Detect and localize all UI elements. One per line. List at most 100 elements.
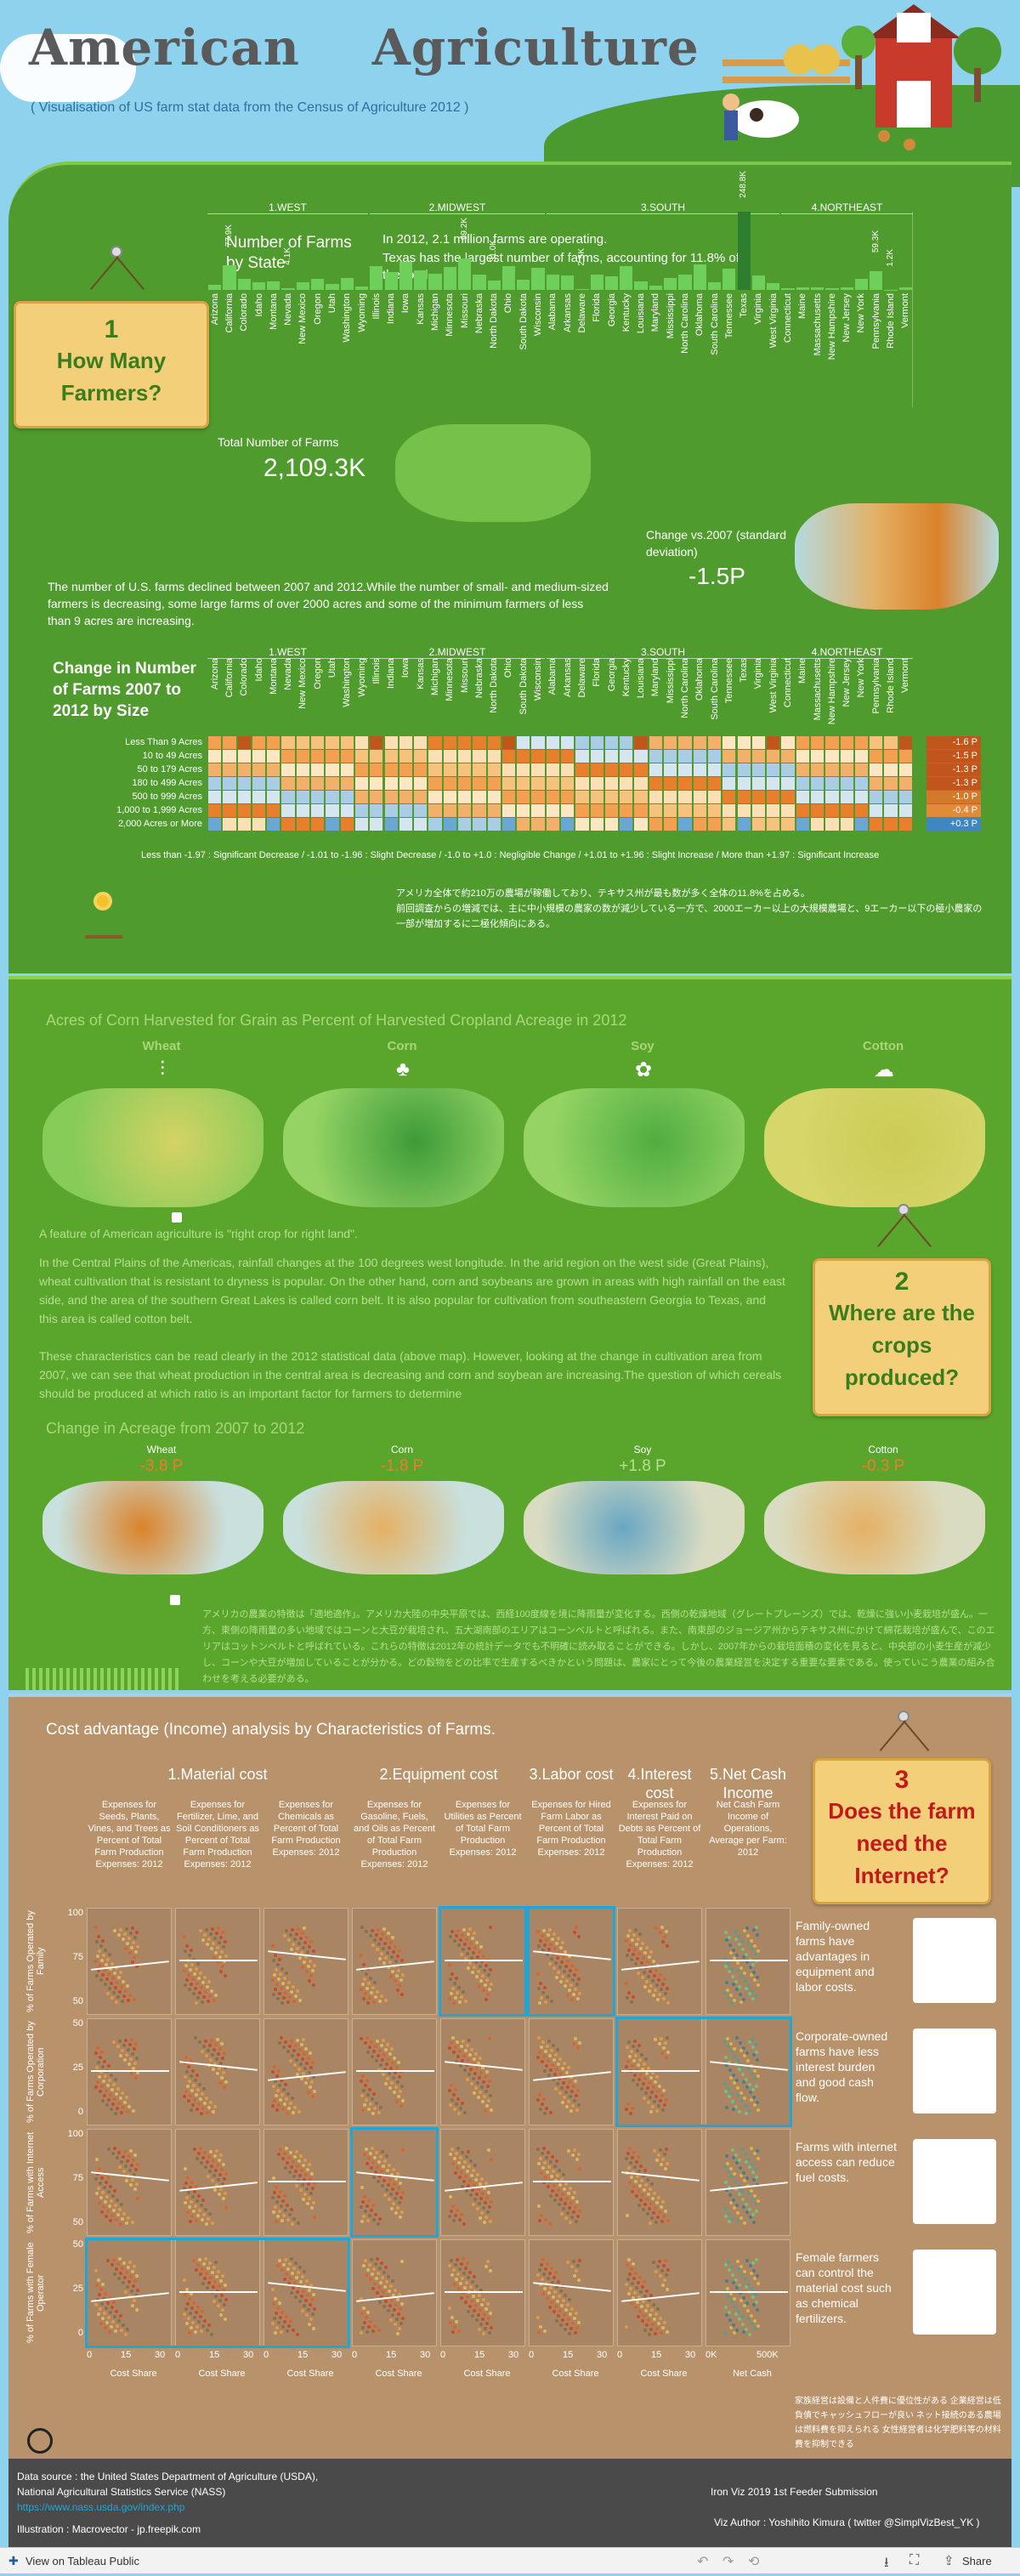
heatmap-cell bbox=[531, 750, 544, 763]
heatmap-cell bbox=[664, 818, 677, 831]
heatmap-cell bbox=[473, 777, 485, 790]
heatmap-cell bbox=[811, 791, 824, 803]
heatmap-cell bbox=[488, 804, 501, 817]
heatmap-cell bbox=[341, 804, 354, 817]
size-row-value: +0.3 P bbox=[926, 818, 981, 831]
heatmap-cell bbox=[738, 736, 751, 749]
heatmap-cell bbox=[326, 804, 338, 817]
state-label: West Virginia bbox=[768, 293, 779, 348]
heatmap-cell bbox=[252, 818, 265, 831]
heatmap-cell bbox=[694, 750, 706, 763]
heatmap-cell bbox=[414, 791, 427, 803]
heatmap-state-label: Maine bbox=[797, 658, 808, 684]
event-label: Iron Viz 2019 1st Feeder Submission bbox=[711, 2486, 878, 2498]
heatmap-cell bbox=[591, 763, 604, 776]
heatmap-cell bbox=[855, 777, 868, 790]
satellite-dish-icon bbox=[913, 2139, 996, 2224]
bar-nevada bbox=[281, 288, 294, 290]
heatmap-cell bbox=[634, 777, 647, 790]
heatmap-cell bbox=[208, 818, 221, 831]
download-icon[interactable]: ⭳ bbox=[884, 2553, 889, 2576]
change-map bbox=[42, 1481, 264, 1575]
state-label: Oregon bbox=[313, 293, 323, 325]
heatmap-cell bbox=[752, 818, 765, 831]
heatmap-cell bbox=[311, 750, 324, 763]
state-label: Rhode Island bbox=[886, 293, 896, 349]
heatmap-cell bbox=[620, 818, 632, 831]
heatmap-cell bbox=[208, 750, 221, 763]
heatmap-cell bbox=[870, 736, 882, 749]
crop-label: Cotton bbox=[841, 1039, 926, 1053]
bar-oregon bbox=[311, 279, 324, 290]
heatmap-cell bbox=[238, 736, 251, 749]
state-label: Pennsylvania bbox=[871, 293, 881, 349]
heatmap-cell bbox=[767, 750, 779, 763]
corporate-farm-icon bbox=[913, 2028, 996, 2114]
heatmap-state-label: Kansas bbox=[416, 658, 426, 689]
redo-icon[interactable]: ↷ bbox=[722, 2553, 734, 2570]
heatmap-cell bbox=[678, 750, 691, 763]
heatmap-cell bbox=[547, 818, 559, 831]
heatmap-cell bbox=[796, 736, 809, 749]
size-row-value: -1.3 P bbox=[926, 763, 981, 776]
state-label: Louisiana bbox=[636, 293, 646, 333]
heatmap-cell bbox=[575, 736, 588, 749]
bar-wisconsin bbox=[531, 268, 544, 290]
heatmap-cell bbox=[841, 763, 853, 776]
heatmap-cell bbox=[281, 818, 294, 831]
heatmap-cell bbox=[634, 763, 647, 776]
change-map bbox=[524, 1481, 745, 1575]
heatmap-state-label: Mississippi bbox=[666, 658, 676, 703]
state-label: Missouri bbox=[460, 293, 470, 328]
heatmap-cell bbox=[575, 818, 588, 831]
heatmap-cell bbox=[517, 750, 530, 763]
heatmap-cell bbox=[473, 791, 485, 803]
bar-nebraska bbox=[473, 275, 485, 290]
heatmap-state-label: Georgia bbox=[607, 658, 617, 691]
bar-washington bbox=[341, 278, 354, 290]
heatmap-cell bbox=[370, 804, 382, 817]
heatmap-cell bbox=[473, 818, 485, 831]
view-on-tableau-link[interactable]: View on Tableau Public bbox=[26, 2555, 139, 2567]
undo-icon[interactable]: ↶ bbox=[697, 2553, 708, 2570]
heatmap-state-label: Wisconsin bbox=[533, 658, 543, 701]
source-link[interactable]: https://www.nass.usda.gov/index.php bbox=[17, 2501, 184, 2513]
heatmap-cell bbox=[855, 750, 868, 763]
state-label: New Mexico bbox=[298, 293, 308, 344]
total-farms-value: 2,109.3K bbox=[264, 454, 366, 483]
heatmap-cell bbox=[297, 791, 309, 803]
revert-icon[interactable]: ⟲ bbox=[748, 2553, 759, 2570]
heatmap-cell bbox=[722, 736, 735, 749]
bar-illinois bbox=[370, 266, 382, 290]
heatmap-cell bbox=[238, 804, 251, 817]
heatmap-cell bbox=[385, 777, 398, 790]
heatmap-cell bbox=[649, 736, 662, 749]
sign-where-crops: 2 Where are the crops produced? bbox=[813, 1258, 991, 1416]
bar-pennsylvania bbox=[870, 271, 882, 290]
heatmap-cell bbox=[591, 818, 604, 831]
heatmap-cell bbox=[722, 804, 735, 817]
bar-kansas bbox=[414, 270, 427, 290]
heatmap-cell bbox=[326, 763, 338, 776]
heatmap-cell bbox=[561, 777, 574, 790]
heatmap-state-label: Arizona bbox=[210, 658, 220, 689]
share-button[interactable]: Share bbox=[962, 2555, 992, 2567]
state-label: Nebraska bbox=[474, 293, 484, 333]
fullscreen-icon[interactable]: ⛶ bbox=[910, 2553, 919, 2568]
heatmap-cell bbox=[238, 763, 251, 776]
heatmap-cell bbox=[781, 763, 794, 776]
heatmap-cell bbox=[767, 818, 779, 831]
heatmap-cell bbox=[326, 777, 338, 790]
heatmap-cell bbox=[649, 763, 662, 776]
heatmap-cell bbox=[781, 818, 794, 831]
size-row-value: -0.4 P bbox=[926, 804, 981, 817]
share-icon[interactable]: ⇪ bbox=[944, 2553, 955, 2568]
heatmap-state-label: Missouri bbox=[460, 658, 470, 693]
heatmap-cell bbox=[899, 763, 912, 776]
heatmap-cell bbox=[634, 750, 647, 763]
crop-para-2: In the Central Plains of the Americas, r… bbox=[39, 1253, 787, 1328]
heatmap-state-label: Nebraska bbox=[474, 658, 484, 698]
crop-map bbox=[283, 1088, 504, 1207]
heatmap-cell bbox=[825, 777, 838, 790]
insight-card-text: Farms with internet access can reduce fu… bbox=[796, 2139, 898, 2185]
